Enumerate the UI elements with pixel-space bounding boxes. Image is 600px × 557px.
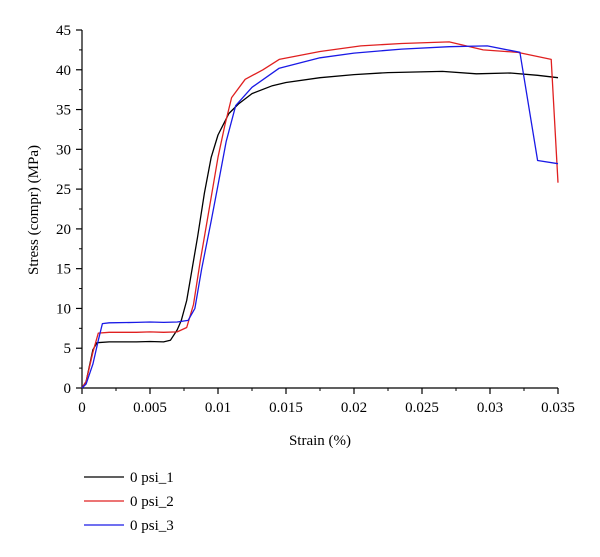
y-tick-label: 10: [56, 301, 71, 317]
series-line-3: [81, 45, 559, 389]
x-tick-label: 0.02: [341, 400, 367, 416]
legend-label-1: 0 psi_1: [130, 470, 174, 486]
y-tick-label: 40: [56, 63, 71, 79]
y-tick-label: 15: [56, 262, 71, 278]
y-tick-label: 0: [64, 381, 72, 397]
x-tick-label: 0.005: [133, 400, 167, 416]
legend: 0 psi_1 0 psi_2 0 psi_3: [84, 470, 174, 534]
y-axis-title: Stress (compr) (MPa): [26, 145, 42, 275]
legend-label-2: 0 psi_2: [130, 494, 174, 510]
x-tick-label: 0.03: [477, 400, 503, 416]
series-lines: [81, 41, 559, 389]
x-axis-title: Strain (%): [289, 433, 351, 449]
y-axis-ticks: 0 5 10 15 20 25 30 35 40 45: [56, 23, 82, 397]
series-line-2: [81, 41, 559, 389]
x-tick-label: 0.01: [205, 400, 231, 416]
x-axis-ticks: 0 0.005 0.01 0.015 0.02 0.025 0.03 0.035: [78, 388, 575, 416]
plot-area: 0 0.005 0.01 0.015 0.02 0.025 0.03 0.035 0 5 10 15…: [56, 23, 575, 416]
legend-label-3: 0 psi_3: [130, 518, 174, 534]
x-tick-label: 0.035: [541, 400, 575, 416]
series-line-1: [81, 70, 559, 389]
y-tick-label: 30: [56, 142, 71, 158]
x-tick-label: 0.025: [405, 400, 439, 416]
y-tick-label: 5: [64, 341, 72, 357]
y-tick-label: 25: [56, 182, 71, 198]
y-tick-label: 20: [56, 222, 71, 238]
y-tick-label: 35: [56, 103, 71, 119]
x-tick-label: 0.015: [269, 400, 303, 416]
y-tick-label: 45: [56, 23, 71, 39]
x-tick-label: 0: [78, 400, 86, 416]
